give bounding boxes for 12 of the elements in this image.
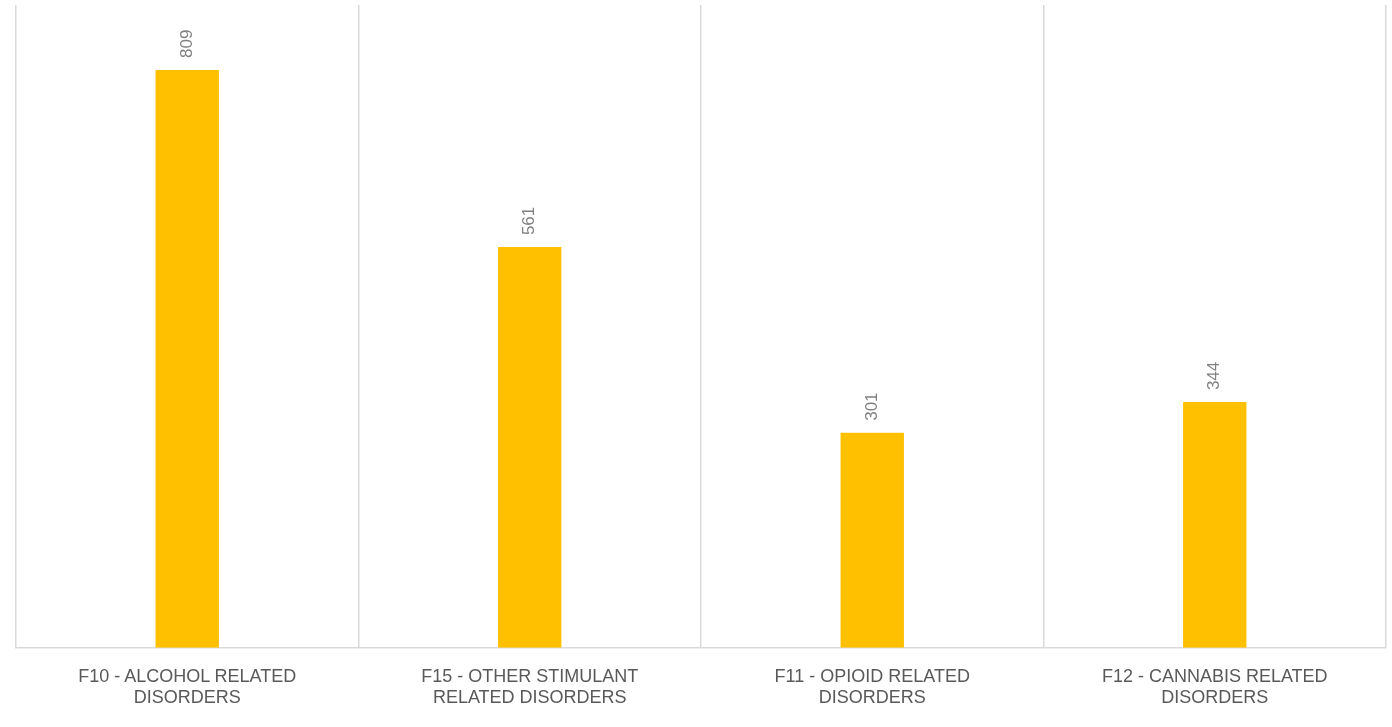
bar xyxy=(1183,402,1247,648)
data-label: 561 xyxy=(519,206,539,236)
bar xyxy=(155,69,219,648)
data-label: 344 xyxy=(1204,361,1224,391)
x-tick-label: F10 - ALCOHOL RELATED DISORDERS xyxy=(78,665,297,708)
bar xyxy=(840,432,904,648)
data-label: 809 xyxy=(176,29,196,58)
x-tick-label: F15 - OTHER STIMULANT RELATED DISORDERS xyxy=(421,665,639,708)
bar xyxy=(498,247,562,648)
x-tick-label: F12 - CANNABIS RELATED DISORDERS xyxy=(1101,665,1328,708)
x-tick-label: F11 - OPIOID RELATED DISORDERS xyxy=(774,665,970,708)
data-label: 301 xyxy=(861,392,881,421)
